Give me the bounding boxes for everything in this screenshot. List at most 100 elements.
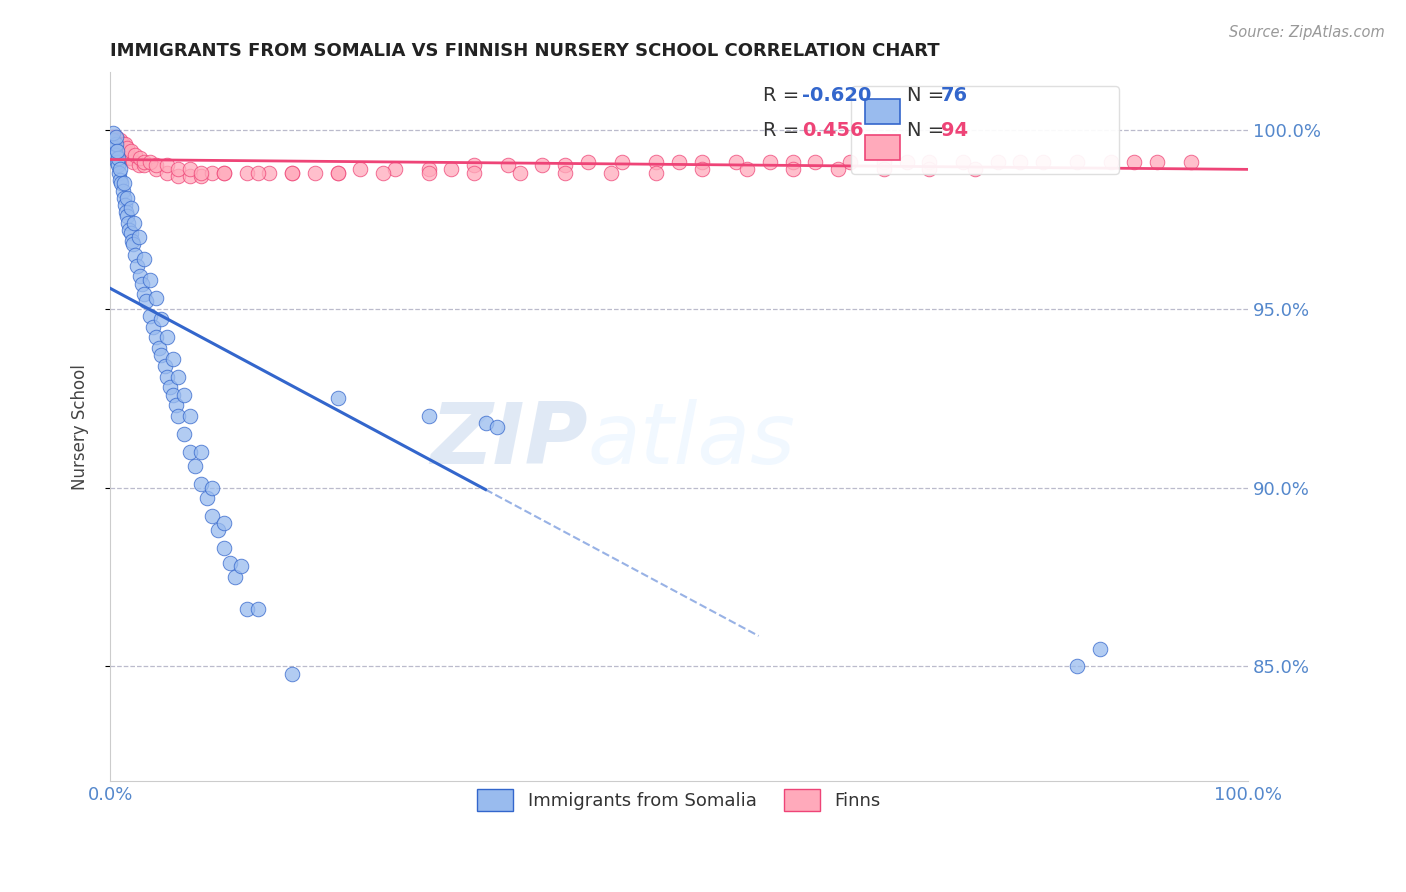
Point [1180, 154, 1202, 169]
Point [101, 129, 124, 144]
Point [150, 348, 173, 362]
Point [114, 198, 136, 212]
Point [838, 154, 860, 169]
Text: Source: ZipAtlas.com: Source: ZipAtlas.com [1229, 25, 1385, 40]
Point [128, 230, 150, 244]
Point [304, 166, 326, 180]
Point [349, 162, 371, 177]
Point [418, 162, 440, 177]
Text: N =: N = [907, 121, 950, 140]
Point [134, 154, 156, 169]
Text: R =: R = [763, 86, 806, 104]
Point [246, 166, 269, 180]
Point [229, 559, 252, 574]
Point [121, 237, 143, 252]
Point [804, 154, 827, 169]
Point [103, 133, 125, 147]
Point [212, 516, 235, 531]
Point [610, 154, 633, 169]
Point [122, 216, 145, 230]
Point [115, 140, 138, 154]
Point [110, 144, 132, 158]
Point [145, 162, 167, 177]
Point [153, 359, 176, 373]
Point [104, 140, 127, 154]
Point [179, 169, 201, 184]
Point [326, 391, 349, 405]
Point [128, 159, 150, 173]
Point [326, 166, 349, 180]
Point [124, 147, 146, 161]
Point [690, 162, 713, 177]
Point [167, 162, 190, 177]
Point [114, 136, 136, 151]
Point [173, 426, 195, 441]
Point [110, 133, 132, 147]
Point [112, 191, 135, 205]
Point [120, 202, 142, 216]
Point [668, 154, 690, 169]
Point [179, 162, 201, 177]
Point [326, 166, 349, 180]
Text: N =: N = [907, 86, 950, 104]
Point [418, 409, 440, 423]
Point [145, 159, 167, 173]
Point [190, 169, 212, 184]
Point [104, 129, 127, 144]
Text: 0.456: 0.456 [801, 121, 863, 140]
Point [782, 154, 804, 169]
Point [645, 154, 668, 169]
Point [1066, 154, 1088, 169]
Point [986, 154, 1008, 169]
Point [235, 166, 257, 180]
Point [952, 154, 974, 169]
Point [103, 126, 125, 140]
Point [120, 151, 142, 165]
Point [873, 162, 896, 177]
Point [1032, 154, 1054, 169]
Point [115, 191, 138, 205]
Point [104, 147, 127, 161]
Point [498, 159, 520, 173]
Point [281, 166, 304, 180]
Point [121, 234, 143, 248]
Point [167, 369, 190, 384]
Point [115, 205, 138, 219]
Point [896, 154, 918, 169]
Point [645, 166, 668, 180]
Point [110, 173, 132, 187]
Point [115, 209, 138, 223]
Point [690, 154, 713, 169]
Point [918, 162, 941, 177]
Point [281, 666, 304, 681]
Point [531, 159, 554, 173]
Point [135, 294, 157, 309]
Point [159, 380, 181, 394]
Point [104, 136, 127, 151]
Point [139, 273, 162, 287]
Point [131, 277, 153, 291]
Point [104, 133, 127, 147]
Point [1099, 154, 1122, 169]
Point [111, 184, 134, 198]
Point [576, 154, 599, 169]
Point [190, 444, 212, 458]
Point [148, 341, 170, 355]
Text: IMMIGRANTS FROM SOMALIA VS FINNISH NURSERY SCHOOL CORRELATION CHART: IMMIGRANTS FROM SOMALIA VS FINNISH NURSE… [110, 42, 939, 60]
Point [440, 162, 463, 177]
Point [167, 409, 190, 423]
Point [179, 409, 201, 423]
Point [190, 477, 212, 491]
Point [145, 291, 167, 305]
Point [107, 151, 129, 165]
Point [156, 330, 179, 344]
Text: R =: R = [763, 121, 806, 140]
Point [105, 154, 128, 169]
Point [150, 312, 173, 326]
Point [124, 248, 146, 262]
Point [139, 309, 162, 323]
Point [373, 166, 395, 180]
Point [173, 387, 195, 401]
Point [485, 419, 508, 434]
Text: -0.620: -0.620 [801, 86, 872, 104]
